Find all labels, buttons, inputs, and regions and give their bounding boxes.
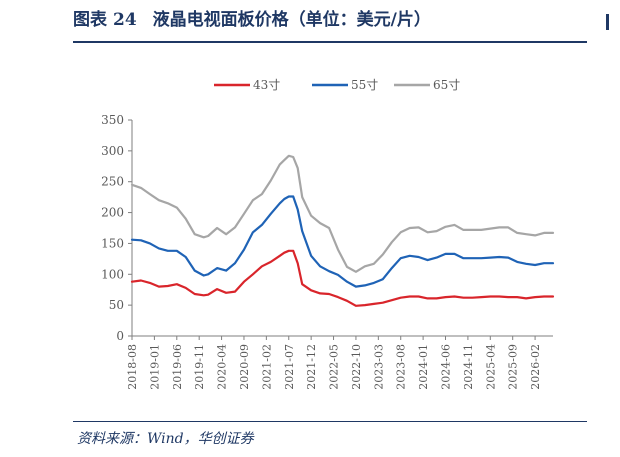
x-tick-label: 2024-01 [417, 344, 430, 390]
y-tick-label: 300 [101, 144, 124, 158]
x-tick-label: 2023-03 [372, 344, 385, 390]
y-tick-label: 200 [101, 206, 124, 220]
x-tick-label: 2022-05 [328, 344, 341, 390]
source-rule [73, 421, 587, 422]
y-tick-label: 250 [101, 175, 124, 189]
x-tick-label: 2019-01 [148, 344, 161, 390]
figure-number: 24 [113, 10, 137, 30]
y-tick-label: 50 [109, 298, 124, 312]
legend-label: 65寸 [433, 78, 460, 92]
x-tick-label: 2020-04 [216, 344, 229, 390]
x-tick-label: 2022-10 [350, 344, 363, 390]
x-axis: 2018-08 2019-01 2019-06 2019-11 2020-04 2020-… [126, 335, 553, 390]
x-tick-label: 2021-12 [305, 344, 318, 390]
series-line-1 [130, 249, 555, 307]
x-tick-label: 2024-11 [462, 344, 475, 390]
x-tick-label: 2026-02 [529, 344, 542, 390]
x-tick-label: 2018-08 [126, 344, 139, 390]
legend-label: 43寸 [253, 78, 280, 92]
x-tick-label: 2019-11 [193, 344, 206, 390]
x-tick-label: 2019-06 [171, 344, 184, 390]
x-tick-label: 2020-09 [238, 344, 251, 390]
y-tick-label: 150 [101, 236, 124, 250]
x-tick-label: 2023-08 [395, 344, 408, 390]
legend-label: 55寸 [351, 78, 378, 92]
figure-label: 图表 [73, 10, 107, 30]
x-tick-label: 2021-07 [283, 344, 296, 390]
series-lines [130, 154, 555, 307]
y-axis: 0 50 100 150 200 250 300 350 [101, 113, 133, 343]
series-line-2 [130, 195, 555, 288]
x-tick-label: 2025-04 [484, 344, 497, 390]
y-tick-label: 0 [116, 329, 124, 343]
title-rule [73, 41, 587, 43]
y-tick-label: 350 [101, 113, 124, 127]
figure-title-text: 液晶电视面板价格（单位：美元/片） [152, 10, 431, 30]
side-mark [606, 14, 609, 30]
x-tick-label: 2024-06 [440, 344, 453, 390]
figure-title: 图表 24 液晶电视面板价格（单位：美元/片） [73, 6, 593, 34]
chart-legend: 43寸 55寸 65寸 [214, 78, 460, 92]
y-tick-label: 100 [101, 267, 124, 281]
series-line-3 [130, 154, 555, 273]
x-tick-label: 2025-09 [507, 344, 520, 390]
x-tick-label: 2021-02 [260, 344, 273, 390]
source-note: 资料来源：Wind，华创证券 [77, 431, 254, 447]
